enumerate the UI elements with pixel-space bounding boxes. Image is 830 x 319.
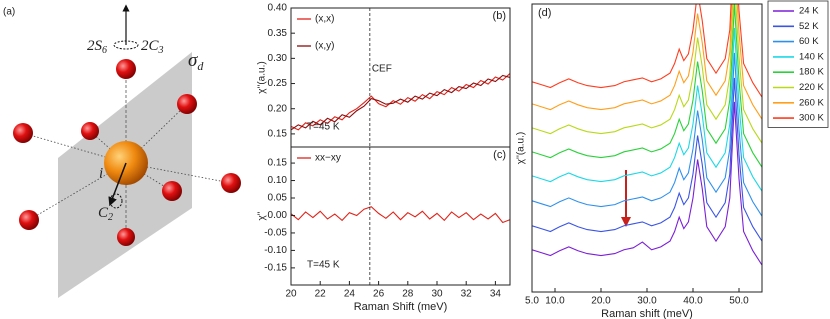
y-tick-label: 0.20 [268, 103, 288, 114]
legend-label: (x,y) [315, 41, 334, 52]
label-sub: d [197, 59, 204, 73]
y-tick-label: 0.40 [268, 3, 288, 14]
data-line [532, 27, 762, 192]
symmetry-diagram: (a) 2S6 2C3 σd i C2 [3, 4, 241, 298]
condition-note: T=45 K [307, 260, 340, 271]
x-tick-label: 28 [402, 289, 414, 300]
x-axis-label: Raman Shift (meV) [354, 301, 448, 313]
annotation: CEF [372, 64, 392, 75]
condition-note: T=45 K [307, 122, 340, 133]
x-tick-label: 30.0 [637, 296, 657, 307]
y-axis-label: χ'' [257, 211, 268, 220]
panel-label: (a) [3, 7, 15, 18]
c2-axis-arrow [108, 162, 127, 207]
label-main: σ [188, 50, 198, 71]
x-tick-label: 34 [490, 289, 502, 300]
legend-label: 52 K [799, 21, 819, 32]
y-tick-label: -0.10 [264, 245, 287, 256]
y-axis-label: χ''(a.u.) [257, 61, 268, 93]
label-sub: 6 [102, 45, 107, 56]
rotation-ellipse [113, 40, 139, 50]
c2-label: C2 [98, 205, 113, 223]
label-sub: 3 [158, 45, 164, 56]
legend-box [767, 0, 829, 128]
y-tick-label: 0.00 [268, 210, 288, 221]
legend-label: 140 K [799, 51, 824, 62]
panel-label: (c) [493, 149, 506, 161]
x-tick-label: 40.0 [683, 296, 703, 307]
panel-label: (d) [538, 7, 551, 19]
data-line [291, 73, 510, 131]
x-tick-label: 30 [431, 289, 443, 300]
legend-label: 60 K [799, 36, 819, 47]
y-tick-label: 0.10 [268, 175, 288, 186]
x-tick-label: 20 [285, 289, 297, 300]
x-tick-label: 22 [315, 289, 327, 300]
inversion-label: i [99, 165, 103, 181]
plot-frame [290, 146, 511, 286]
x-tick-label: 24 [344, 289, 356, 300]
legend-label: (x,x) [315, 14, 334, 25]
y-tick-label: -0.05 [264, 228, 287, 239]
legend-label: 220 K [799, 82, 824, 93]
label-sub: 2 [108, 212, 113, 223]
sigma-label: σd [188, 50, 204, 72]
x-axis-label: Raman shift (meV) [601, 308, 693, 319]
data-line [532, 4, 762, 144]
s6-label: 2S6 [87, 38, 107, 56]
label-main: 2S [87, 38, 103, 54]
y-tick-label: 0.15 [268, 129, 288, 140]
x-tick-label: 50.0 [729, 296, 749, 307]
c3-label: 2C3 [141, 38, 164, 56]
y-tick-label: 0.15 [268, 158, 288, 169]
y-tick-label: 0.35 [268, 28, 288, 39]
data-line [291, 74, 510, 131]
data-line [532, 77, 762, 242]
x-tick-label: 26 [373, 289, 385, 300]
x-tick-label: 20.0 [591, 296, 611, 307]
x-tick-label: 32 [461, 289, 473, 300]
y-tick-label: -0.15 [264, 263, 287, 274]
label-main: 2C [141, 38, 160, 54]
y-axis-label: χ''(a.u.) [516, 132, 527, 164]
y-tick-label: 0.25 [268, 78, 288, 89]
legend-label: 260 K [799, 97, 824, 108]
data-line [532, 52, 762, 217]
data-line [532, 101, 762, 266]
data-line [291, 206, 510, 224]
legend-label: 300 K [799, 113, 824, 124]
data-line [532, 4, 762, 120]
panel-label: (b) [493, 10, 506, 22]
x-tick-label: 5.0 [525, 296, 539, 307]
label-main: C [98, 205, 109, 221]
legend-label: xx−xy [315, 153, 341, 164]
data-line [532, 4, 762, 168]
rotation-ellipse [109, 193, 123, 209]
y-tick-label: 0.30 [268, 53, 288, 64]
legend-label: 180 K [799, 67, 824, 78]
x-tick-label: 10.0 [545, 296, 565, 307]
y-tick-label: 0.05 [268, 193, 288, 204]
data-line [532, 4, 762, 98]
legend-label: 24 K [799, 6, 819, 17]
